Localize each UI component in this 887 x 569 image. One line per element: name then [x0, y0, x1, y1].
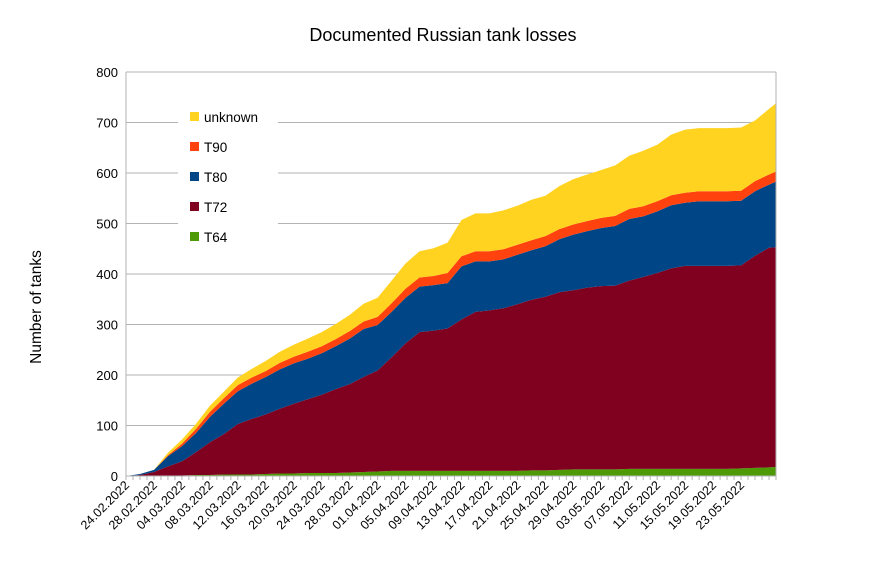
- y-tick-label: 0: [111, 469, 118, 484]
- legend-swatch-t90: [190, 142, 199, 151]
- legend-label-t64: T64: [204, 230, 228, 245]
- y-tick-label: 100: [96, 419, 118, 434]
- legend: unknown T90 T80 T72 T64: [178, 100, 278, 246]
- y-tick-label: 600: [96, 166, 118, 181]
- series-area-unknown: [126, 103, 776, 477]
- legend-swatch-t80: [190, 172, 199, 181]
- plot-areas: [126, 103, 776, 477]
- series-area-t80: [126, 181, 776, 476]
- y-axis-label: Number of tanks: [28, 250, 45, 364]
- chart-title: Documented Russian tank losses: [309, 25, 576, 45]
- y-tick-label: 700: [96, 116, 118, 131]
- legend-label-t90: T90: [204, 140, 227, 155]
- y-tick-label: 400: [96, 267, 118, 282]
- legend-label-t80: T80: [204, 170, 227, 185]
- series-area-t72: [126, 247, 776, 476]
- legend-label-t72: T72: [204, 200, 227, 215]
- series-area-t64: [126, 466, 776, 476]
- y-tick-label: 300: [96, 318, 118, 333]
- legend-swatch-t72: [190, 202, 199, 211]
- legend-swatch-t64: [190, 232, 199, 241]
- legend-swatch-unknown: [190, 112, 199, 121]
- y-tick-label: 800: [96, 65, 118, 80]
- y-tick-label: 200: [96, 368, 118, 383]
- y-tick-label: 500: [96, 217, 118, 232]
- legend-label-unknown: unknown: [204, 110, 258, 125]
